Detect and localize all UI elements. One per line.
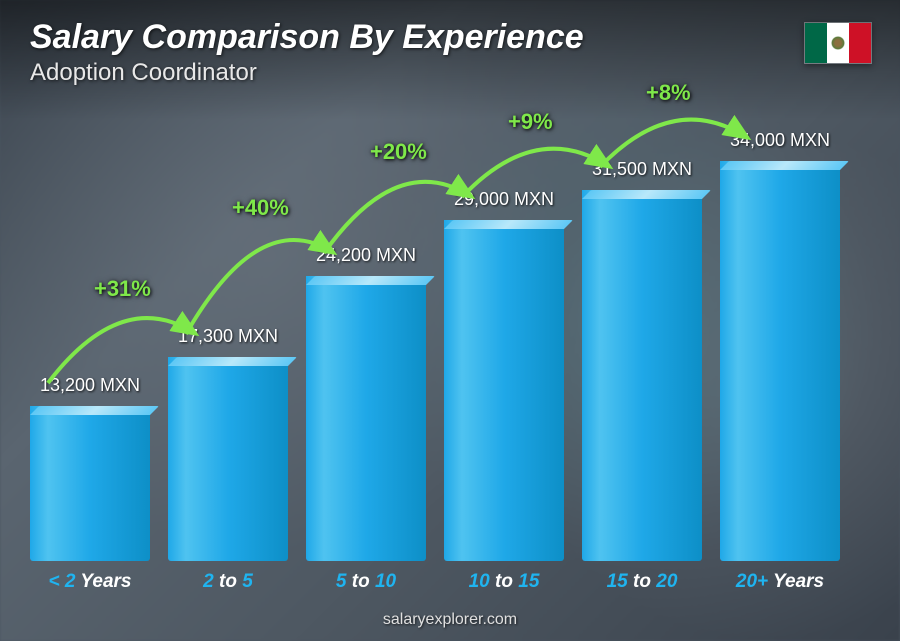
footer-attribution: salaryexplorer.com (0, 611, 900, 629)
bar-front-face (168, 357, 288, 561)
bar-front-face (30, 406, 150, 561)
bar (306, 276, 426, 561)
bar-top-face (168, 357, 297, 366)
bar-front-face (306, 276, 426, 561)
bar-top-face (582, 190, 711, 199)
bar (168, 357, 288, 561)
bar-value-label: 29,000 MXN (454, 189, 554, 210)
percent-increase-badge: +31% (94, 276, 151, 302)
x-axis-label: < 2 Years (30, 571, 150, 593)
bar-front-face (582, 190, 702, 561)
percent-increase-badge: +20% (370, 139, 427, 165)
x-axis-label: 15 to 20 (582, 571, 702, 593)
bar-value-label: 31,500 MXN (592, 159, 692, 180)
bar-column: 17,300 MXN (168, 326, 288, 561)
bar-value-label: 34,000 MXN (730, 130, 830, 151)
bar (720, 161, 840, 561)
percent-increase-badge: +40% (232, 195, 289, 221)
flag-stripe-green (805, 23, 827, 63)
x-axis-label: 20+ Years (720, 571, 840, 593)
bar-top-face (30, 406, 159, 415)
bars-container: 13,200 MXN 17,300 MXN 24,200 MXN 29,000 MXN… (30, 130, 840, 561)
flag-stripe-red (849, 23, 871, 63)
bar-value-label: 13,200 MXN (40, 375, 140, 396)
x-axis-label: 5 to 10 (306, 571, 426, 593)
bar-column: 29,000 MXN (444, 189, 564, 561)
bar-value-label: 24,200 MXN (316, 245, 416, 266)
bar (30, 406, 150, 561)
bar (582, 190, 702, 561)
chart-area: 13,200 MXN 17,300 MXN 24,200 MXN 29,000 MXN… (30, 130, 840, 561)
page-subtitle: Adoption Coordinator (30, 59, 870, 87)
x-axis-label: 10 to 15 (444, 571, 564, 593)
bar-top-face (306, 276, 435, 285)
x-axis-label: 2 to 5 (168, 571, 288, 593)
bar-front-face (444, 220, 564, 561)
page-title: Salary Comparison By Experience (30, 18, 870, 57)
flag-emblem (831, 36, 845, 50)
bar-top-face (720, 161, 849, 170)
bar-column: 34,000 MXN (720, 130, 840, 561)
bar-column: 13,200 MXN (30, 375, 150, 561)
bar-column: 24,200 MXN (306, 245, 426, 561)
bar-front-face (720, 161, 840, 561)
country-flag-mexico (804, 22, 872, 64)
percent-increase-badge: +8% (646, 80, 691, 106)
header: Salary Comparison By Experience Adoption… (30, 18, 870, 87)
bar-value-label: 17,300 MXN (178, 326, 278, 347)
bar-column: 31,500 MXN (582, 159, 702, 561)
percent-increase-badge: +9% (508, 109, 553, 135)
bar (444, 220, 564, 561)
x-axis: < 2 Years 2 to 5 5 to 10 10 to 15 15 to 20 20… (30, 571, 840, 593)
bar-top-face (444, 220, 573, 229)
